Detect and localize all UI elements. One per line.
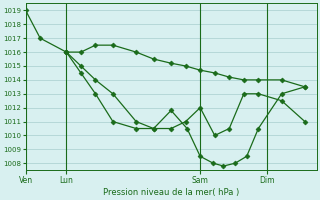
X-axis label: Pression niveau de la mer( hPa ): Pression niveau de la mer( hPa ) bbox=[103, 188, 239, 197]
